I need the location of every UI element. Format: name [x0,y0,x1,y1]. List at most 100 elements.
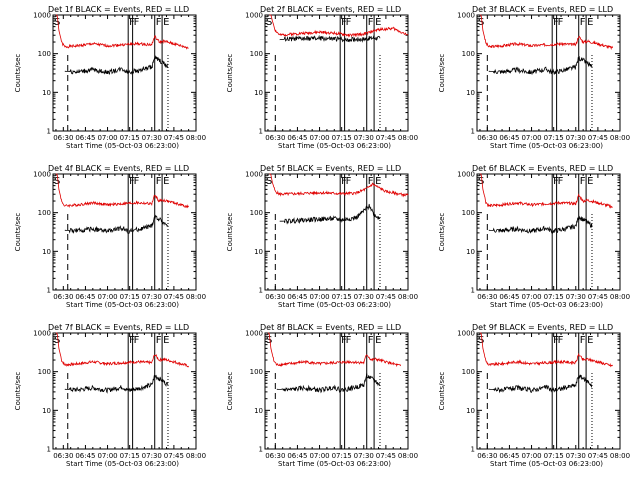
y-axis-label: Counts/sec [438,213,446,252]
y-tick-label: 100 [462,50,475,58]
y-tick-label: 100 [38,368,51,376]
x-tick-label: 06:30 [53,134,73,142]
event-marker-label: F [134,176,140,187]
event-rate-line [276,373,381,394]
y-tick-label: 1 [47,446,51,454]
plot-frame [476,332,621,450]
x-axis-label: Start Time (05-Oct-03 06:23:00) [66,142,179,150]
event-rate-line [64,374,169,394]
event-marker-label: F [156,176,162,187]
event-rate-line [488,215,593,234]
x-tick-label: 07:30 [566,293,586,301]
x-tick-label: 06:45 [287,134,307,142]
x-tick-label: 07:00 [97,452,117,460]
y-tick-label: 1 [259,128,263,136]
y-axis-label: Counts/sec [226,372,234,411]
y-tick-label: 100 [38,50,51,58]
event-marker-label: S [478,335,484,346]
event-marker-label: S [266,335,272,346]
x-tick-label: 08:00 [186,134,206,142]
x-tick-label: 06:45 [499,293,519,301]
x-tick-label: 07:15 [544,293,564,301]
y-tick-label: 1000 [33,330,51,338]
y-tick-label: 100 [250,368,263,376]
x-tick-label: 06:45 [75,134,95,142]
event-marker-label: S [54,17,60,28]
y-axis-label: Counts/sec [438,54,446,93]
lld-rate-line [269,14,409,38]
y-tick-label: 100 [250,50,263,58]
x-tick-label: 07:00 [521,452,541,460]
y-tick-label: 1000 [457,330,475,338]
lld-rate-line [479,173,613,209]
event-marker-label: F [558,17,564,28]
detector-panel: Det 3f BLACK = Events, RED = LLD 1 10 100 10… [438,5,630,150]
event-marker-label: E [587,17,593,28]
event-marker-label: F [580,17,586,28]
x-tick-label: 07:15 [544,452,564,460]
plot-frame [476,173,621,291]
detector-panel: Det 2f BLACK = Events, RED = LLD 1 10 100 10… [226,5,418,150]
x-tick-label: 07:45 [376,134,396,142]
y-tick-label: 1000 [33,171,51,179]
y-tick-label: 1000 [457,12,475,20]
event-marker-label: F [156,17,162,28]
event-rate-line [64,214,169,234]
y-tick-label: 1 [471,446,475,454]
plot-frame [52,173,197,291]
event-marker-label: F [156,335,162,346]
panel-title: Det 8f BLACK = Events, RED = LLD [260,323,401,332]
event-marker-label: S [266,176,272,187]
panel-title: Det 1f BLACK = Events, RED = LLD [48,5,189,14]
event-marker-label: F [134,17,140,28]
y-tick-label: 1 [471,128,475,136]
event-marker-label: F [580,176,586,187]
event-rate-line [488,374,593,394]
x-tick-label: 08:00 [398,293,418,301]
y-tick-label: 10 [42,248,51,256]
panel-title: Det 7f BLACK = Events, RED = LLD [48,323,189,332]
x-tick-label: 07:00 [521,293,541,301]
y-tick-label: 1000 [245,330,263,338]
y-axis-label: Counts/sec [226,213,234,252]
event-rate-line [279,203,381,225]
event-marker-label: S [478,17,484,28]
x-tick-label: 07:15 [332,134,352,142]
y-tick-label: 10 [254,89,263,97]
x-axis-label: Start Time (05-Oct-03 06:23:00) [278,142,391,150]
x-tick-label: 06:45 [499,134,519,142]
x-tick-label: 07:30 [566,134,586,142]
x-tick-label: 07:00 [521,134,541,142]
y-tick-label: 1000 [33,12,51,20]
x-tick-label: 07:00 [309,452,329,460]
y-tick-label: 100 [462,209,475,217]
event-marker-label: F [558,335,564,346]
x-tick-label: 07:30 [566,452,586,460]
detector-panel: Det 9f BLACK = Events, RED = LLD 1 10 100 10… [438,323,630,468]
x-tick-label: 06:30 [53,293,73,301]
y-axis-label: Counts/sec [14,372,22,411]
event-marker-label: E [375,335,381,346]
x-tick-label: 07:15 [120,134,140,142]
lld-rate-line [269,173,409,198]
y-tick-label: 1000 [457,171,475,179]
event-marker-label: F [368,17,374,28]
x-tick-label: 06:45 [75,452,95,460]
x-tick-label: 07:30 [354,134,374,142]
x-axis-label: Start Time (05-Oct-03 06:23:00) [278,460,391,468]
x-tick-label: 08:00 [398,452,418,460]
panel-title: Det 9f BLACK = Events, RED = LLD [472,323,613,332]
x-axis-label: Start Time (05-Oct-03 06:23:00) [490,460,603,468]
event-marker-label: E [163,335,169,346]
x-tick-label: 07:45 [164,134,184,142]
x-axis-label: Start Time (05-Oct-03 06:23:00) [66,301,179,309]
y-tick-label: 1 [259,287,263,295]
y-tick-label: 100 [38,209,51,217]
x-tick-label: 07:30 [354,452,374,460]
x-tick-label: 07:45 [588,452,608,460]
x-axis-label: Start Time (05-Oct-03 06:23:00) [490,142,603,150]
event-marker-label: S [54,335,60,346]
event-marker-label: E [587,335,593,346]
y-tick-label: 10 [42,89,51,97]
